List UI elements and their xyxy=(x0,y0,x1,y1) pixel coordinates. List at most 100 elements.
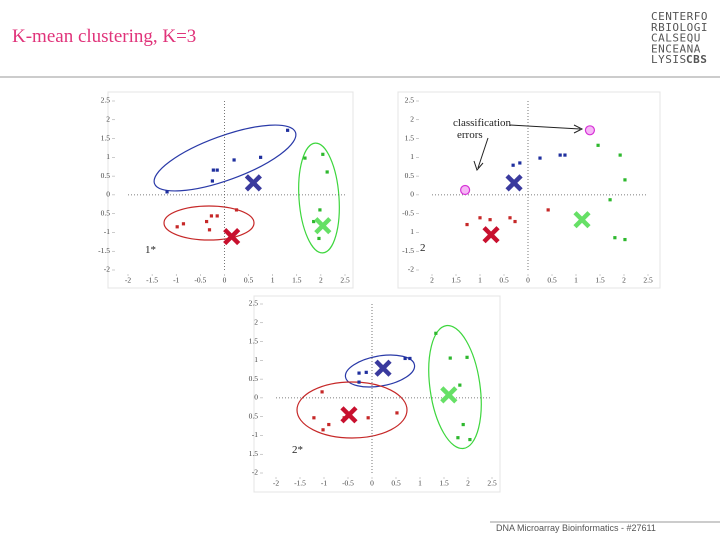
footer: DNA Microarray Bioinformatics - #27611 xyxy=(496,523,656,533)
y-tick-label: 0 xyxy=(254,393,258,402)
y-tick-label: 1 xyxy=(106,152,110,161)
centroid xyxy=(374,359,392,377)
point xyxy=(623,237,627,242)
point xyxy=(321,428,325,432)
y-tick-label: 2 xyxy=(106,114,110,123)
y-tick-label: 1 xyxy=(410,152,414,161)
point xyxy=(312,219,316,224)
x-tick-label: 0 xyxy=(370,479,374,488)
point xyxy=(357,371,361,375)
y-tick-label: -1 xyxy=(104,227,110,236)
annotation: 2 xyxy=(420,242,426,254)
x-tick-label: -1 xyxy=(321,479,327,488)
point xyxy=(395,411,399,415)
chart-frame xyxy=(397,91,661,289)
point xyxy=(318,208,322,212)
point xyxy=(211,168,215,172)
x-tick-label: 1.5 xyxy=(595,276,605,285)
x-tick-label: -1 xyxy=(173,276,179,285)
point xyxy=(478,216,482,220)
point xyxy=(325,170,329,174)
point xyxy=(286,128,290,132)
centroid xyxy=(440,386,458,404)
x-tick-label: 2.5 xyxy=(487,479,497,488)
centroid xyxy=(314,217,332,235)
x-tick-label: 1 xyxy=(418,479,422,488)
arrow-head xyxy=(473,160,484,171)
y-tick-label: 0.5 xyxy=(249,374,259,383)
x-tick-label: 2.5 xyxy=(643,276,653,285)
annotation: errors xyxy=(457,129,483,141)
outline xyxy=(153,124,297,192)
outline xyxy=(344,354,416,388)
point xyxy=(303,156,307,160)
point xyxy=(458,383,462,387)
x-tick-label: 0 xyxy=(223,276,227,285)
scatter-chart: -2 1.5 -1 0.5 0 0.5 1 1.5 2 2.5 -2 -1.5 -1 -0.5 0 0.5 1 1… xyxy=(249,299,497,488)
point xyxy=(518,161,522,165)
centroid xyxy=(505,174,523,192)
y-tick-label: 1.5 xyxy=(249,336,259,345)
centroid xyxy=(244,174,262,192)
centroid xyxy=(482,226,500,244)
cluster-outlines xyxy=(153,124,482,450)
arrow-head xyxy=(573,124,584,134)
x-tick-label: 1 xyxy=(478,276,482,285)
point xyxy=(408,356,412,361)
x-tick-label: 2 xyxy=(466,479,470,488)
point xyxy=(215,214,219,218)
point xyxy=(508,216,512,220)
centroid xyxy=(573,211,591,229)
x-tick-label: 0 xyxy=(526,276,530,285)
point xyxy=(563,153,567,157)
point xyxy=(259,155,263,159)
y-tick-label: -1.5 xyxy=(402,246,414,255)
x-tick-label: 1.5 xyxy=(451,276,461,285)
y-tick-label: 0.5 xyxy=(101,208,111,217)
point xyxy=(205,219,209,224)
point xyxy=(207,228,212,232)
point xyxy=(165,190,169,194)
logo-line: CALSEQU xyxy=(651,32,701,45)
point xyxy=(538,156,542,160)
x-tick-label: 1 xyxy=(574,276,578,285)
logo-line: CBS xyxy=(686,53,707,66)
annotation: 2* xyxy=(292,444,303,456)
logo-line: CENTERFO xyxy=(651,10,708,23)
point xyxy=(215,168,219,172)
point xyxy=(608,198,612,202)
point xyxy=(232,158,236,162)
x-tick-label: 1 xyxy=(271,276,275,285)
slide-title: K-mean clustering, K=3 xyxy=(12,26,196,47)
outline xyxy=(163,205,255,241)
x-tick-label: 0.5 xyxy=(547,276,557,285)
x-tick-label: -0.5 xyxy=(342,479,354,488)
y-tick-label: 2 xyxy=(254,317,258,326)
x-tick-label: 1.5 xyxy=(292,276,302,285)
x-tick-label: 2.5 xyxy=(340,276,350,285)
x-tick-label: 2 xyxy=(430,276,434,285)
x-tick-label: 0.5 xyxy=(244,276,254,285)
arrow xyxy=(477,137,489,169)
point xyxy=(448,356,452,360)
y-tick-label: -1.5 xyxy=(98,246,110,255)
x-tick-label: 1.5 xyxy=(439,479,449,488)
point xyxy=(321,152,325,156)
y-tick-label: 1 xyxy=(254,355,258,364)
y-tick-label: 2.5 xyxy=(405,96,415,105)
outline xyxy=(428,324,482,450)
arrow xyxy=(509,124,581,130)
x-tick-label: 2 xyxy=(319,276,323,285)
point xyxy=(596,143,600,147)
point xyxy=(618,153,622,157)
point xyxy=(511,163,515,167)
point xyxy=(465,222,469,227)
x-tick-label: 2 xyxy=(622,276,626,285)
point xyxy=(209,214,214,218)
x-tick-label: 0.5 xyxy=(391,479,401,488)
point xyxy=(513,219,517,224)
outline xyxy=(296,381,408,439)
y-tick-label: 1.5 xyxy=(249,449,259,458)
point xyxy=(465,355,469,359)
